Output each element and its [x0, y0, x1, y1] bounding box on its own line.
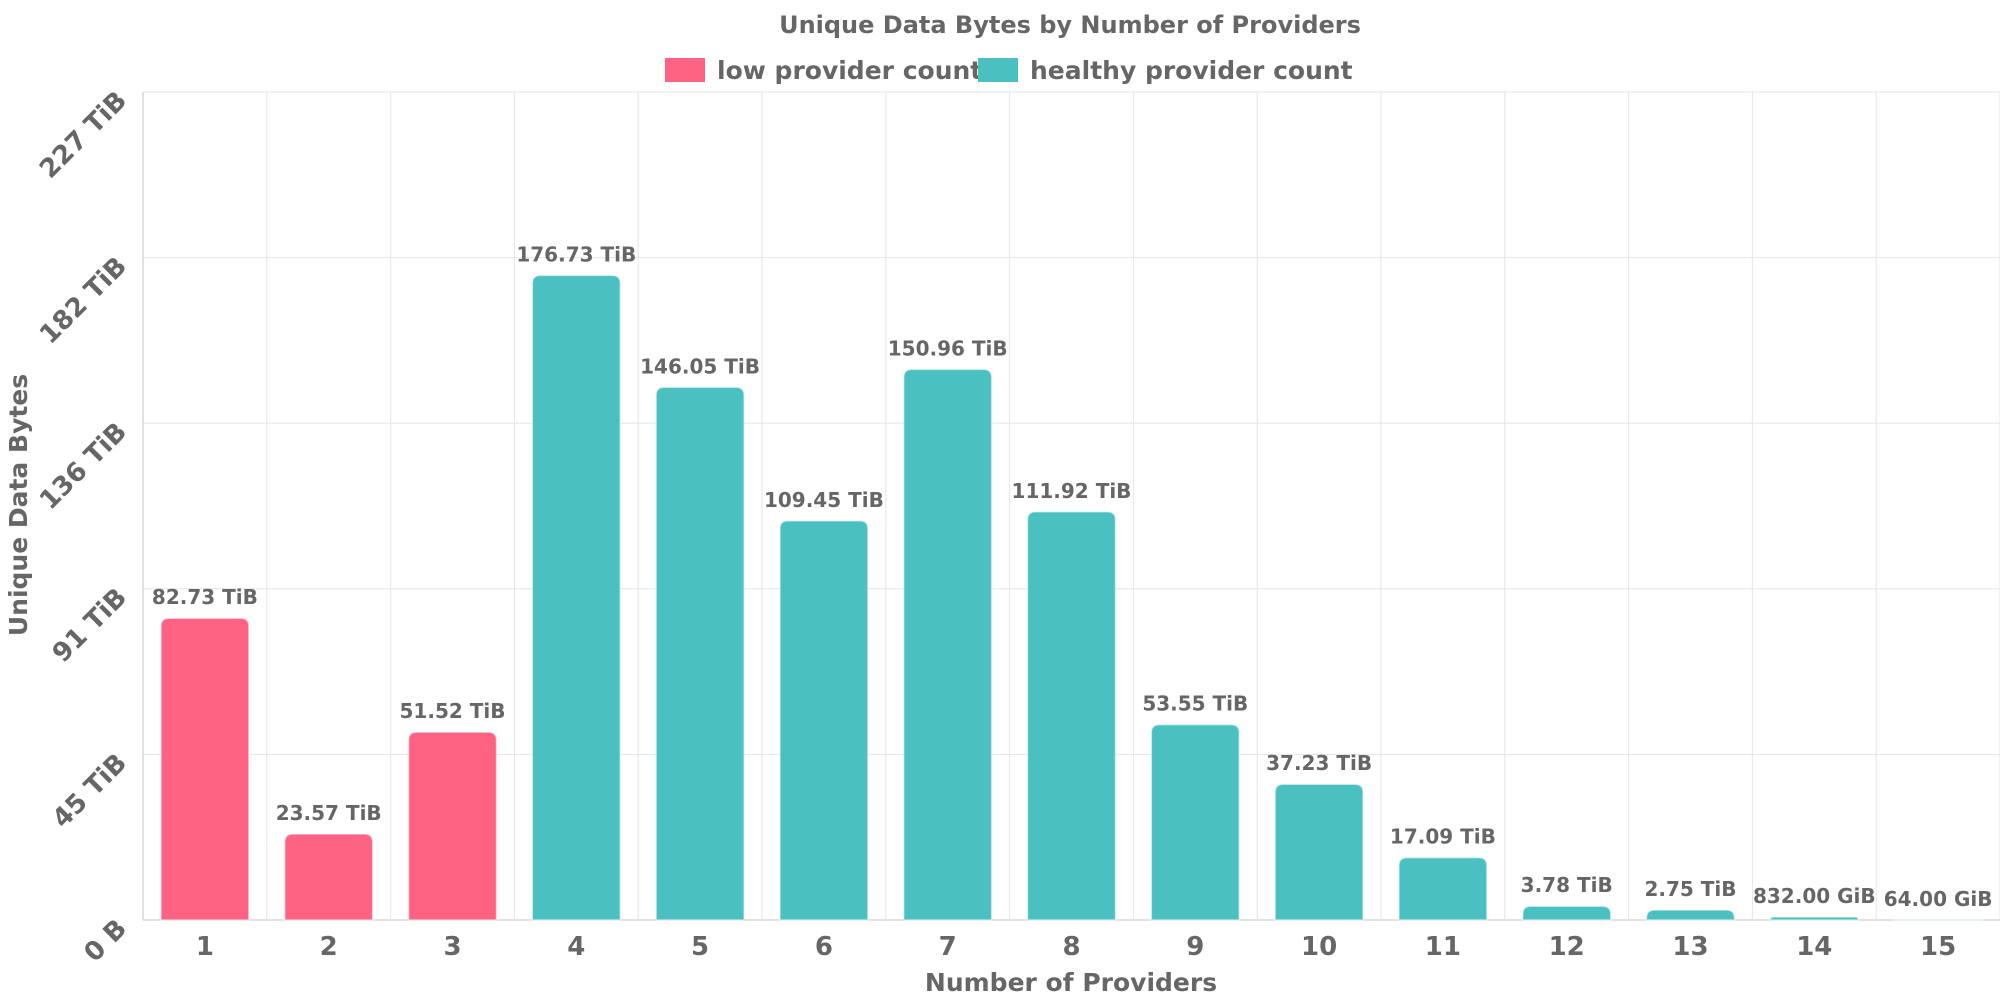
x-tick-label: 14 [1796, 932, 1832, 962]
bar-9[interactable] [1150, 723, 1241, 921]
data-label-12: 3.78 TiB [1521, 873, 1613, 897]
x-tick-label: 6 [815, 932, 833, 962]
bar-3[interactable] [407, 731, 498, 921]
x-axis-title: Number of Providers [925, 968, 1217, 997]
data-label-10: 37.23 TiB [1266, 751, 1372, 775]
data-label-2: 23.57 TiB [276, 801, 382, 825]
data-label-8: 111.92 TiB [1012, 479, 1132, 503]
bar-12[interactable] [1521, 905, 1612, 921]
legend-swatch-healthy [978, 58, 1018, 82]
data-label-4: 176.73 TiB [516, 242, 636, 266]
grid [142, 91, 2000, 921]
bar-4[interactable] [531, 274, 622, 921]
data-label-11: 17.09 TiB [1390, 825, 1496, 849]
y-axis-ticks: 0 B 45 TiB 91 TiB 136 TiB 182 TiB 227 TiB [34, 86, 133, 968]
data-label-1: 82.73 TiB [152, 585, 258, 609]
data-label-9: 53.55 TiB [1142, 692, 1248, 716]
x-tick-label: 13 [1672, 932, 1708, 962]
x-axis-ticks: 1 2 3 4 5 6 7 8 9 10 11 12 13 14 15 [196, 932, 1956, 962]
data-label-5: 146.05 TiB [640, 354, 760, 378]
y-tick-label: 182 TiB [34, 251, 133, 350]
legend-label-low: low provider count [717, 56, 982, 85]
bars [160, 274, 1983, 921]
bar-8[interactable] [1026, 511, 1117, 921]
bar-10[interactable] [1274, 783, 1364, 921]
x-tick-label: 4 [567, 932, 585, 962]
data-label-3: 51.52 TiB [400, 699, 506, 723]
y-tick-label: 136 TiB [34, 417, 133, 516]
data-label-13: 2.75 TiB [1644, 877, 1736, 901]
bar-5[interactable] [655, 386, 745, 921]
bar-2[interactable] [283, 833, 374, 921]
y-tick-label: 45 TiB [47, 748, 133, 834]
x-tick-label: 15 [1920, 932, 1956, 962]
y-tick-label: 0 B [79, 914, 133, 968]
bar-14[interactable] [1769, 916, 1860, 921]
legend-label-healthy: healthy provider count [1030, 56, 1353, 85]
chart-title: Unique Data Bytes by Number of Providers [779, 11, 1361, 39]
x-tick-label: 1 [196, 932, 214, 962]
data-label-14: 832.00 GiB [1753, 884, 1876, 908]
bar-7[interactable] [902, 368, 993, 921]
x-tick-label: 12 [1549, 932, 1585, 962]
legend-swatch-low [665, 58, 705, 82]
x-tick-label: 3 [443, 932, 461, 962]
y-axis-title: Unique Data Bytes [4, 374, 33, 636]
data-labels: 82.73 TiB 23.57 TiB 51.52 TiB 176.73 TiB 146… [152, 242, 1993, 910]
bar-11[interactable] [1398, 856, 1488, 921]
y-tick-label: 91 TiB [47, 583, 133, 669]
x-tick-label: 8 [1062, 932, 1080, 962]
x-tick-label: 2 [320, 932, 338, 962]
y-tick-label: 227 TiB [34, 86, 133, 185]
bar-6[interactable] [779, 520, 869, 921]
x-tick-label: 10 [1301, 932, 1337, 962]
bar-13[interactable] [1645, 909, 1736, 921]
bar-1[interactable] [160, 617, 250, 921]
data-label-6: 109.45 TiB [764, 488, 884, 512]
x-tick-label: 9 [1186, 932, 1204, 962]
x-tick-label: 5 [691, 932, 709, 962]
data-label-15: 64.00 GiB [1884, 887, 1993, 911]
x-tick-label: 7 [939, 932, 957, 962]
data-label-7: 150.96 TiB [888, 336, 1008, 360]
x-tick-label: 11 [1425, 932, 1461, 962]
legend: low provider count healthy provider count [665, 56, 1353, 85]
